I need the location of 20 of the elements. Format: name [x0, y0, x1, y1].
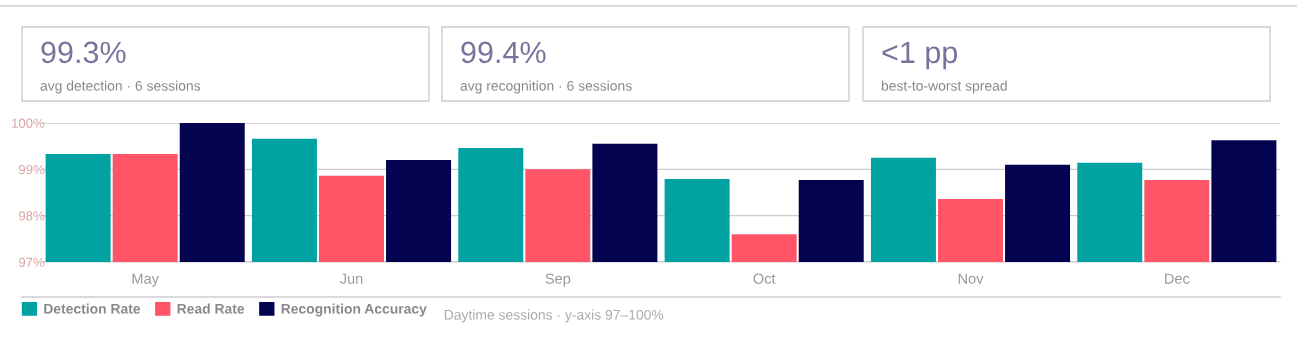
- legend-label: Detection Rate: [44, 303, 141, 314]
- text: Daytime sessions · y-axis 97–100%: [444, 309, 664, 323]
- text: avg detection · 6 sessions: [40, 80, 201, 94]
- x-tick-label: Nov: [958, 273, 984, 284]
- x-tick-label: Sep: [545, 273, 571, 287]
- y-tick-label: 97%: [18, 257, 45, 267]
- x-tick-label: Dec: [1165, 273, 1190, 284]
- text: avg recognition · 6 sessions: [460, 80, 632, 94]
- text: 99.4%: [461, 41, 546, 64]
- x-tick-label: May: [132, 273, 159, 287]
- y-tick-label: 99%: [18, 164, 45, 175]
- x-tick-label: Jun: [339, 273, 363, 284]
- y-tick-label: 98%: [18, 211, 45, 221]
- x-tick-label: Oct: [753, 273, 776, 284]
- legend-label: Recognition Accuracy: [281, 303, 427, 317]
- text: <1 pp: [882, 41, 958, 70]
- text: 99.3%: [41, 41, 126, 64]
- text: best-to-worst spread: [881, 80, 1007, 94]
- y-tick-label: 100%: [12, 118, 45, 128]
- legend-label: Read Rate: [177, 303, 245, 314]
